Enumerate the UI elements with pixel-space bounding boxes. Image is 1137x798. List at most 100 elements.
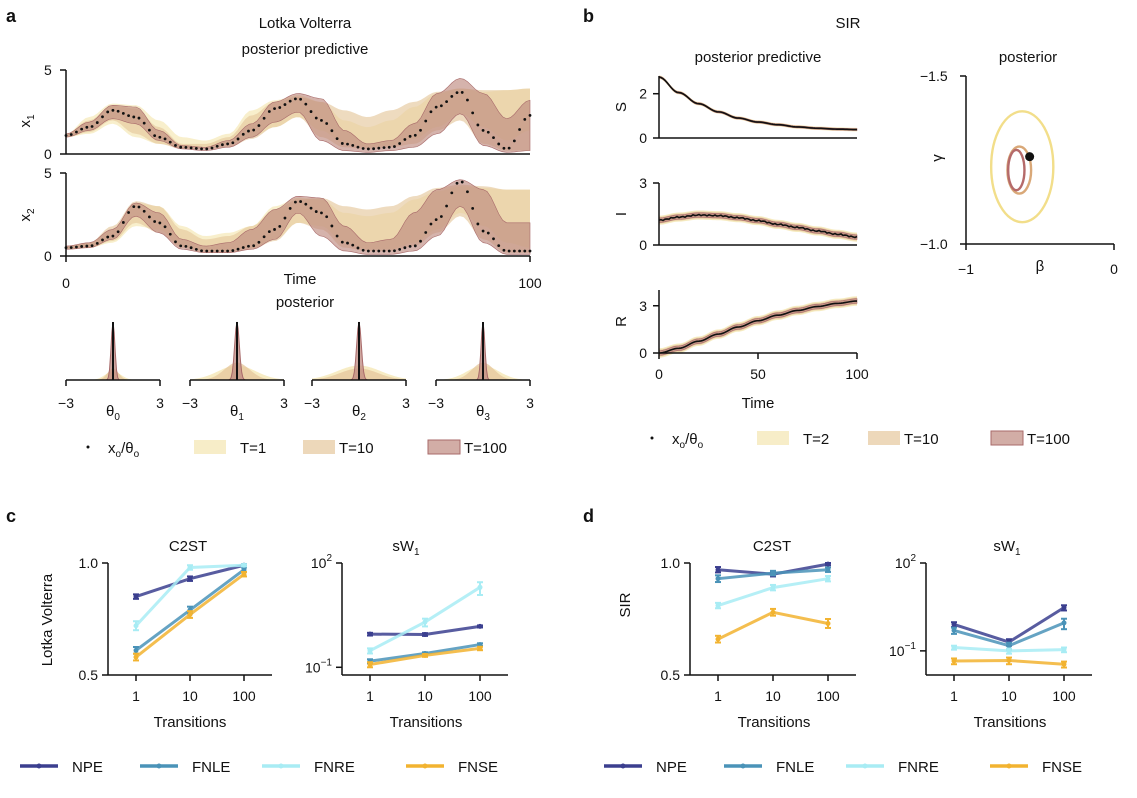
series-FNSE <box>367 645 483 669</box>
d-c2st-plot: 0.5 1.0 1 10 100 <box>661 555 856 704</box>
observed-point <box>168 140 172 144</box>
legend-b-swatch-t2 <box>757 431 789 445</box>
band-T=100 <box>65 78 531 153</box>
tick-base: 10 <box>311 555 327 571</box>
observed-point <box>450 191 454 195</box>
observed-point <box>424 119 428 123</box>
observed-point <box>377 146 381 150</box>
panel-letter-d: d <box>583 506 594 526</box>
data-point-FNRE <box>241 562 247 568</box>
c-sw-xlabel: Transitions <box>390 714 463 731</box>
legend-marker-FNSE <box>1006 763 1012 769</box>
observed-point <box>445 204 448 208</box>
legend-b-label-t100: T=100 <box>1027 431 1070 448</box>
observed-point <box>419 239 422 243</box>
observed-point <box>101 115 104 119</box>
observed-point <box>205 147 209 151</box>
data-point-FNRE <box>187 564 193 570</box>
observed-point <box>356 246 360 250</box>
legend-label-t1: T=1 <box>240 440 266 457</box>
data-point-FNRE <box>825 576 831 582</box>
data-point-FNLE <box>1061 620 1067 626</box>
observed-point <box>241 132 245 136</box>
data-point-FNSE <box>770 609 776 615</box>
ytick-label: 3 <box>639 298 647 314</box>
legend-label-FNSE: FNSE <box>1042 759 1082 776</box>
theta-subscript: 1 <box>238 412 244 423</box>
observed-point <box>75 245 78 249</box>
observed-point <box>273 228 276 231</box>
data-point-FNLE <box>133 647 139 653</box>
panel-b-posterior-title: posterior <box>999 49 1057 66</box>
series-FNRE <box>715 574 831 610</box>
observed-point <box>481 129 485 132</box>
observed-point <box>507 249 511 253</box>
observed-point <box>132 115 136 119</box>
observed-point <box>241 246 245 249</box>
data-point-FNSE <box>1006 657 1012 663</box>
observed-point <box>419 128 422 132</box>
observed-point <box>142 121 146 125</box>
c-sw-title: sW1 <box>392 538 420 558</box>
observed-point <box>492 237 495 241</box>
observed-point <box>512 249 516 253</box>
posterior-tick-label-right: 3 <box>526 395 534 411</box>
observed-point <box>320 211 323 215</box>
observed-point <box>413 244 417 248</box>
observed-point <box>163 225 167 229</box>
series-FNSE <box>133 570 247 662</box>
series-FNLE <box>367 642 483 665</box>
observed-line <box>658 300 858 354</box>
tick-exponent: −1 <box>321 657 333 668</box>
d-ylabel: SIR <box>617 592 634 617</box>
tick-base: 10 <box>305 659 321 675</box>
band-T=100 <box>65 179 531 255</box>
posterior-0: −3 3 θ0 <box>58 321 164 423</box>
observed-point <box>80 127 84 131</box>
legend-label-FNRE: FNRE <box>314 759 355 776</box>
observed-point <box>340 240 344 244</box>
observed-point <box>366 147 370 151</box>
xtick-label: 100 <box>1052 688 1076 704</box>
xtick-label: 10 <box>182 688 198 704</box>
data-point-NPE <box>187 576 193 582</box>
ytick-label: 102 <box>311 553 333 571</box>
observed-point <box>267 110 271 113</box>
panel-letter-b: b <box>583 6 594 26</box>
observed-point <box>314 116 318 120</box>
panel-b-legend: xo/θo T=2 T=10 T=100 <box>650 430 1070 451</box>
method-legend-d: NPE FNLE FNRE FNSE <box>604 759 1082 776</box>
data-point-FNLE <box>825 567 831 573</box>
theta-label: θ1 <box>230 403 244 423</box>
c-c2st-plot: 0.5 1.0 1 10 100 <box>79 555 272 704</box>
observed-point <box>466 190 469 194</box>
data-point-NPE <box>422 631 428 637</box>
legend-b-swatch-t10 <box>868 431 900 445</box>
x1-ylabel: x1 <box>17 114 37 128</box>
observed-point <box>366 249 370 253</box>
observed-point <box>106 110 110 114</box>
x1-ytick-label-5: 5 <box>44 62 52 78</box>
ytick-label: 102 <box>895 553 917 571</box>
observed-point <box>236 247 240 251</box>
xtick-label: 1 <box>950 688 958 704</box>
x1-ytick-label-0: 0 <box>44 146 52 162</box>
posterior-tick-label-left: −3 <box>428 395 444 411</box>
observed-point <box>85 244 89 248</box>
observed-point <box>90 244 94 248</box>
observed-point <box>75 130 78 134</box>
observed-point <box>403 138 407 141</box>
observed-point <box>231 249 235 252</box>
observed-point <box>325 215 329 219</box>
post-xtick-label-right: 0 <box>1110 261 1118 277</box>
tick-base: 10 <box>895 555 911 571</box>
observed-point <box>168 232 172 236</box>
x2-ylabel: x2 <box>17 208 37 222</box>
a-posterior-title: posterior <box>276 294 334 311</box>
observed-point <box>101 238 104 242</box>
legend-label-t100: T=100 <box>464 440 507 457</box>
observed-point <box>439 104 443 108</box>
data-point-FNSE <box>715 636 721 642</box>
